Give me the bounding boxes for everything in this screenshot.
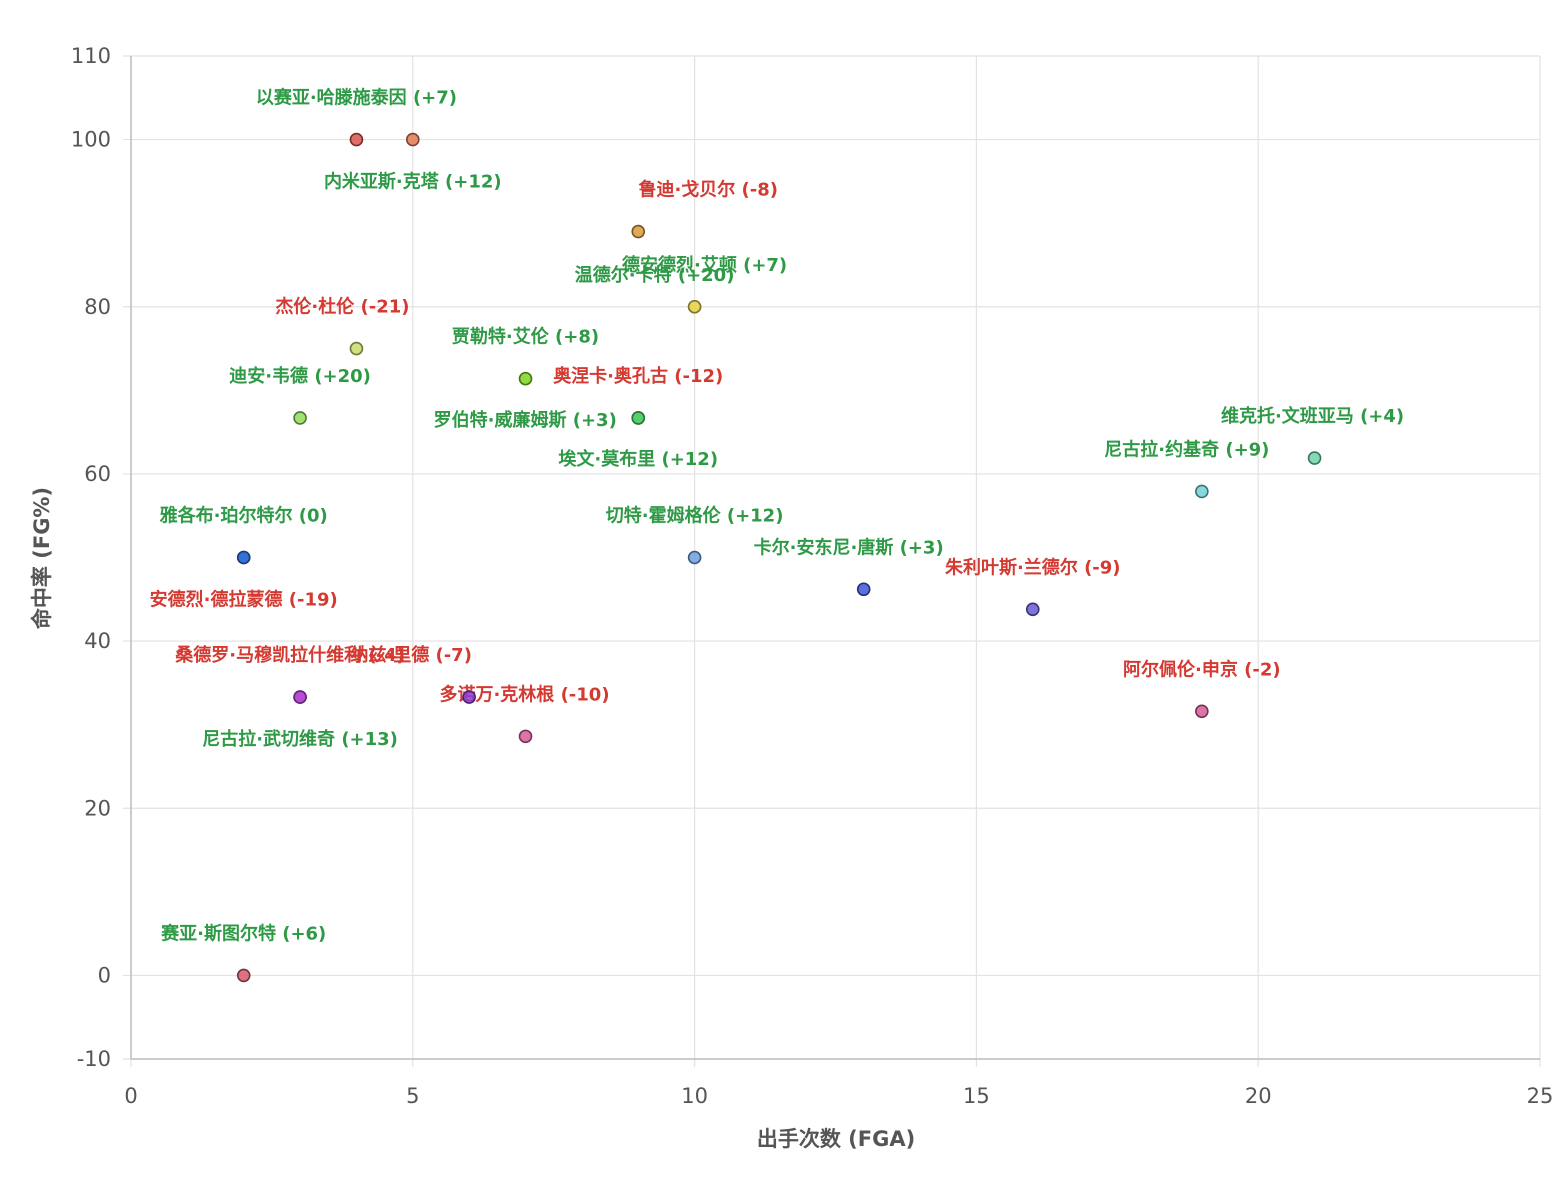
x-axis-title: 出手次数 (FGA) — [757, 1127, 915, 1151]
data-point[interactable] — [631, 411, 646, 425]
x-tick-label: 15 — [963, 1084, 990, 1108]
x-tick-label: 25 — [1527, 1084, 1554, 1108]
data-point[interactable] — [236, 550, 251, 565]
point-label: 尼古拉·武切维奇 (+13) — [202, 728, 398, 750]
point-label: 卡尔·安东尼·唐斯 (+3) — [754, 536, 944, 558]
x-tick-label: 10 — [681, 1084, 708, 1108]
point-label: 迪安·韦德 (+20) — [229, 365, 371, 387]
data-point[interactable] — [293, 411, 307, 425]
point-label: 赛亚·斯图尔特 (+6) — [160, 922, 326, 944]
point-label: 奥涅卡·奥孔古 (-12) — [553, 365, 723, 387]
data-points — [236, 132, 1322, 983]
point-label: 以赛亚·哈滕施泰因 (+7) — [256, 87, 457, 109]
point-label: 贾勒特·艾伦 (+8) — [452, 326, 599, 348]
x-tick-label: 0 — [124, 1084, 137, 1108]
data-point[interactable] — [856, 582, 871, 597]
y-tick-label: 60 — [84, 462, 111, 486]
point-label: 安德烈·德拉蒙德 (-19) — [150, 589, 338, 611]
data-point[interactable] — [1025, 602, 1040, 617]
x-tick-label: 20 — [1245, 1084, 1272, 1108]
point-label: 埃文·莫布里 (+12) — [558, 448, 718, 470]
y-axis-title: 命中率 (FG%) — [30, 487, 54, 629]
point-label: 雅各布·珀尔特尔 (0) — [159, 505, 328, 527]
grid — [123, 55, 1541, 1067]
y-tick-label: 40 — [84, 629, 111, 653]
data-point[interactable] — [518, 729, 533, 744]
point-label: 切特·霍姆格伦 (+12) — [606, 505, 784, 527]
point-label: 阿尔佩伦·申京 (-2) — [1123, 658, 1281, 680]
y-tick-label: 110 — [71, 44, 111, 68]
y-tick-label: 20 — [84, 796, 111, 820]
y-tick-label: 0 — [98, 963, 111, 987]
y-tick-label: 100 — [71, 128, 111, 152]
point-label: 桑德罗·马穆凯拉什维利 (-4) — [175, 644, 405, 666]
data-point[interactable] — [236, 968, 251, 983]
point-label: 德安德烈·艾顿 (+7) — [622, 254, 787, 276]
y-tick-label: -10 — [77, 1047, 111, 1071]
point-label: 罗伯特·威廉姆斯 (+3) — [434, 409, 617, 431]
data-point[interactable] — [405, 132, 420, 147]
point-label: 多诺万·克林根 (-10) — [439, 683, 609, 705]
x-tick-label: 5 — [406, 1084, 419, 1108]
data-point[interactable] — [1195, 484, 1209, 499]
y-tick-label: 80 — [84, 295, 111, 319]
data-point[interactable] — [631, 224, 646, 239]
point-label: 杰伦·杜伦 (-21) — [275, 296, 409, 318]
point-label: 纳兹·里德 (-7) — [350, 644, 472, 666]
data-point[interactable] — [462, 690, 476, 704]
point-label: 维克托·文班亚马 (+4) — [1221, 405, 1404, 427]
point-label: 内米亚斯·克塔 (+12) — [324, 171, 502, 193]
data-point[interactable] — [349, 132, 364, 147]
point-label: 温德尔·卡特 (+20) — [575, 264, 735, 286]
point-label: 鲁迪·戈贝尔 (-8) — [638, 179, 778, 201]
data-point[interactable] — [349, 341, 364, 356]
data-point[interactable] — [1195, 704, 1209, 719]
data-point[interactable] — [687, 550, 702, 565]
axes: 0 5 10 15 20 25 -10 0 20 40 60 80 100 110 — [71, 44, 1553, 1108]
point-labels: 以赛亚·哈滕施泰因 (+7) 内米亚斯·克塔 (+12) 鲁迪·戈贝尔 (-8) 德安… — [150, 87, 1404, 945]
data-point[interactable] — [687, 299, 702, 314]
point-label: 尼古拉·约基奇 (+9) — [1104, 438, 1269, 460]
data-point[interactable] — [293, 690, 307, 704]
data-point[interactable] — [518, 371, 533, 386]
point-label: 朱利叶斯·兰德尔 (-9) — [945, 556, 1121, 578]
data-point[interactable] — [1307, 451, 1322, 465]
